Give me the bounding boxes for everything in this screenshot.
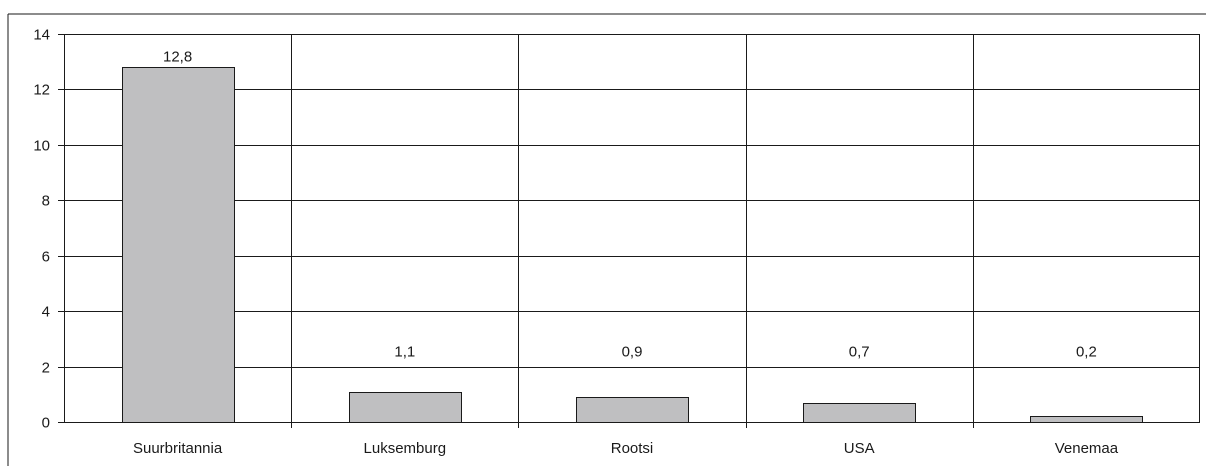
bars xyxy=(122,67,1143,423)
y-tick-label: 0 xyxy=(42,415,50,432)
x-category-label: Luksemburg xyxy=(364,440,447,457)
x-category-label: Suurbritannia xyxy=(133,440,223,457)
y-tick-label: 12 xyxy=(33,82,50,99)
data-label: 0,9 xyxy=(622,344,643,361)
bar-suurbritannia xyxy=(122,67,235,423)
x-category-label: Rootsi xyxy=(611,440,654,457)
y-axis-tick-labels: 0 2 4 6 8 10 12 14 xyxy=(33,27,50,432)
y-tick-label: 14 xyxy=(33,27,50,44)
x-category-label: Venemaa xyxy=(1055,440,1119,457)
bar-usa xyxy=(803,403,916,423)
x-axis-category-labels: Suurbritannia Luksemburg Rootsi USA Venemaa xyxy=(133,440,1119,457)
data-labels: 12,8 1,1 0,9 0,7 0,2 xyxy=(163,48,1097,360)
data-label: 0,2 xyxy=(1076,344,1097,361)
y-tick-label: 2 xyxy=(42,360,50,377)
bar-luksemburg xyxy=(349,392,462,423)
y-tick-label: 8 xyxy=(42,193,50,210)
y-tick-label: 6 xyxy=(42,249,50,266)
data-label: 1,1 xyxy=(394,344,415,361)
gridlines xyxy=(58,34,1200,428)
y-tick-label: 10 xyxy=(33,138,50,155)
x-category-label: USA xyxy=(844,440,875,457)
y-tick-label: 4 xyxy=(42,304,50,321)
chart-frame xyxy=(7,13,1206,466)
bar-venemaa xyxy=(1030,416,1143,423)
data-label: 0,7 xyxy=(849,344,870,361)
data-label: 12,8 xyxy=(163,48,192,65)
bar-rootsi xyxy=(576,397,689,423)
